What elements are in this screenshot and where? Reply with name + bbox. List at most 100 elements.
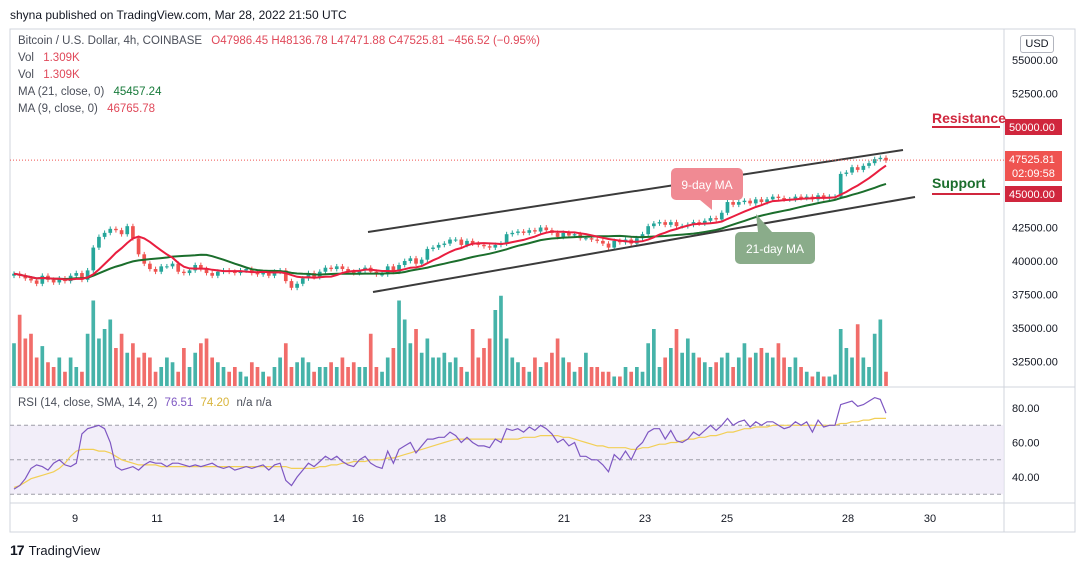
candle-body bbox=[657, 222, 662, 224]
candle-body bbox=[838, 173, 843, 197]
volume-bar bbox=[351, 362, 356, 386]
vol2-legend: Vol 1.309K bbox=[18, 69, 80, 81]
brand-name: TradingView bbox=[28, 542, 101, 558]
rsi-tick-label: 40.00 bbox=[1012, 472, 1040, 484]
time-tick-label: 30 bbox=[924, 513, 936, 525]
candle-body bbox=[334, 266, 339, 270]
candle-body bbox=[601, 240, 605, 244]
time-tick-label: 28 bbox=[842, 513, 854, 525]
volume-bar bbox=[419, 352, 424, 386]
ma9-legend: MA (9, close, 0) 46765.78 bbox=[18, 103, 155, 115]
support-price-text: 45000.00 bbox=[1009, 189, 1055, 201]
volume-bar bbox=[312, 371, 316, 386]
volume-bar bbox=[346, 367, 350, 386]
volume-bar bbox=[601, 371, 605, 386]
footer-brand[interactable]: 17 TradingView bbox=[10, 542, 100, 558]
volume-bar bbox=[329, 362, 333, 386]
candle-body bbox=[51, 279, 56, 283]
candle-body bbox=[453, 239, 458, 241]
candle-body bbox=[668, 222, 673, 225]
time-tick-label: 11 bbox=[151, 513, 162, 525]
rsi-line bbox=[13, 396, 887, 490]
candle-body bbox=[119, 230, 124, 235]
volume-bar bbox=[142, 352, 147, 386]
price-tick-label: 40000.00 bbox=[1012, 256, 1058, 268]
candle-body bbox=[538, 227, 543, 232]
ma21-legend: MA (21, close, 0) 45457.24 bbox=[18, 86, 161, 98]
vol2-label: Vol bbox=[18, 69, 34, 81]
candle-body bbox=[465, 240, 469, 245]
candle-body bbox=[821, 195, 826, 199]
candle-body bbox=[187, 270, 192, 274]
resistance-label: Resistance bbox=[932, 110, 1006, 126]
volume-bar bbox=[521, 367, 526, 386]
candle-body bbox=[136, 238, 141, 255]
candle-body bbox=[861, 165, 866, 170]
volume-bar bbox=[323, 367, 328, 386]
candle-body bbox=[804, 196, 809, 199]
candle-body bbox=[170, 263, 175, 267]
volume-bar bbox=[459, 367, 464, 386]
volume-bar bbox=[182, 348, 186, 386]
candle-body bbox=[102, 232, 107, 237]
candle-body bbox=[884, 157, 888, 161]
volume-bar bbox=[261, 371, 265, 386]
candle-body bbox=[199, 265, 203, 270]
volume-bar bbox=[204, 338, 209, 386]
volume-bar bbox=[80, 371, 84, 386]
candle-body bbox=[674, 222, 679, 227]
volume-bar bbox=[810, 376, 815, 386]
volume-bar bbox=[527, 371, 532, 386]
volume-bar bbox=[136, 357, 141, 386]
volume-bar bbox=[159, 367, 164, 386]
candle-body bbox=[646, 226, 651, 235]
lines-layer bbox=[13, 164, 887, 281]
ma9-label: MA (9, close, 0) bbox=[18, 103, 98, 115]
volume-bar bbox=[736, 357, 741, 386]
volume-bar bbox=[487, 338, 492, 386]
candle-body bbox=[283, 270, 288, 282]
volume-bar bbox=[448, 362, 452, 386]
volume-layer bbox=[12, 295, 888, 386]
volume-bar bbox=[714, 362, 718, 386]
last-price-badge bbox=[1005, 151, 1062, 181]
candle-body bbox=[759, 199, 764, 203]
vol2-value: 1.309K bbox=[43, 69, 80, 81]
volume-bar bbox=[584, 352, 588, 386]
volume-bar bbox=[708, 367, 713, 386]
volume-bar bbox=[725, 352, 730, 386]
time-tick-label: 21 bbox=[558, 513, 570, 525]
volume-bar bbox=[249, 362, 254, 386]
time-tick-label: 25 bbox=[721, 513, 733, 525]
vol1-value: 1.309K bbox=[43, 52, 80, 64]
ma21-line bbox=[13, 182, 887, 281]
volume-bar bbox=[623, 367, 628, 386]
candle-body bbox=[391, 266, 396, 272]
volume-bar bbox=[51, 367, 56, 386]
candle-body bbox=[244, 269, 248, 271]
candle-body bbox=[555, 232, 560, 237]
volume-bar bbox=[855, 324, 860, 386]
candle-body bbox=[29, 278, 33, 281]
candle-body bbox=[482, 244, 486, 247]
candle-body bbox=[232, 271, 237, 274]
candle-body bbox=[850, 167, 854, 173]
volume-bar bbox=[391, 348, 396, 386]
volume-bar bbox=[776, 343, 781, 386]
volume-bar bbox=[125, 352, 130, 386]
volume-bar bbox=[40, 346, 45, 386]
volume-bar bbox=[102, 329, 107, 386]
volume-bar bbox=[74, 367, 79, 386]
ma9-callout-pointer bbox=[700, 200, 712, 210]
currency-selector[interactable]: USD bbox=[1020, 35, 1054, 53]
candle-body bbox=[572, 234, 577, 236]
volume-bar bbox=[114, 348, 118, 386]
candle-body bbox=[176, 263, 181, 272]
volume-bar bbox=[731, 367, 735, 386]
ma21-callout-label: 21-day MA bbox=[746, 242, 804, 256]
candle-body bbox=[510, 232, 515, 235]
volume-bar bbox=[493, 310, 498, 386]
volume-bar bbox=[589, 367, 594, 386]
volume-bar bbox=[838, 329, 843, 386]
